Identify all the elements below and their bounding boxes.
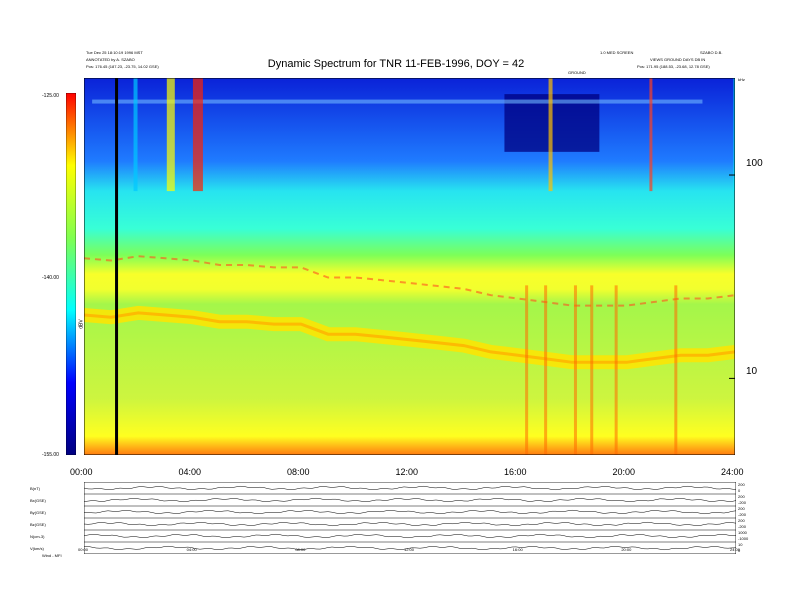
panel-label-right: 200 xyxy=(738,506,745,511)
bright-stripe xyxy=(92,99,703,104)
panel-x-tick: 08:00 xyxy=(295,547,306,552)
panel-label-right: 0 xyxy=(738,548,741,553)
spike-1 xyxy=(544,285,548,455)
header-annotation: ANNOTATED by A. SZABO xyxy=(86,57,135,62)
spike-2 xyxy=(573,285,577,455)
header-position-right: Pos: 171.95 (188.53, -23.68, 12.78 GSE) xyxy=(637,64,710,69)
x-tick-label: 00:00 xyxy=(70,467,93,477)
panel-x-tick: 16:00 xyxy=(512,547,523,552)
burst-5 xyxy=(133,78,138,192)
footer-label: Wind - MFI xyxy=(42,553,62,558)
header-author: SZABO D.B. xyxy=(700,50,723,55)
panel-x-tick: 12:00 xyxy=(404,547,415,552)
plasma-line xyxy=(84,311,735,364)
colorbar-gradient xyxy=(66,93,76,455)
spectrum-background xyxy=(84,78,735,455)
marker-line xyxy=(115,78,119,455)
panel-trace-2 xyxy=(84,509,736,515)
panel-trace-4 xyxy=(84,533,736,539)
burst-1 xyxy=(166,78,175,192)
panel-label-right: 1000 xyxy=(738,530,747,535)
header-screen: 1.0 MED SCREEN xyxy=(600,50,634,55)
spectrogram xyxy=(84,78,735,455)
panel-label-right: 200 xyxy=(738,518,745,523)
panel-label-left: Bx(GSE) xyxy=(30,498,46,503)
panel-label-left: V(km/s) xyxy=(30,546,44,551)
x-tick-label: 16:00 xyxy=(504,467,527,477)
panel-label-left: Bz(GSE) xyxy=(30,522,46,527)
panel-trace-3 xyxy=(84,521,736,527)
burst-4 xyxy=(733,78,735,192)
frequency-unit-label: kHz xyxy=(738,77,745,82)
panel-label-right: -200 xyxy=(738,500,747,505)
burst-0 xyxy=(192,78,203,192)
panel-trace-5 xyxy=(84,545,736,551)
header-position-left: Pos: 176.45 (187.23, -23.75, 14.02 GSE) xyxy=(86,64,159,69)
header-timestamp: Tue Dec 25 18:10:19 1996 MST xyxy=(86,50,143,55)
solar-wind-panels xyxy=(84,482,736,554)
x-tick-label: 12:00 xyxy=(395,467,419,477)
y-tick-100: 100 xyxy=(746,158,763,169)
colorbar-tick-bottom: -155.00 xyxy=(42,452,59,458)
panel-trace-1 xyxy=(84,497,736,503)
panel-label-left: B(nT) xyxy=(30,486,40,491)
spike-4 xyxy=(614,285,618,455)
burst-3 xyxy=(548,78,553,192)
x-tick-label: 04:00 xyxy=(178,467,202,477)
colorbar xyxy=(66,93,76,455)
x-tick-label: 20:00 xyxy=(612,467,636,477)
panel-label-right: 10 xyxy=(738,542,743,547)
panel-label-right: 200 xyxy=(738,482,745,487)
panel-label-right: -200 xyxy=(738,512,747,517)
panel-label-right: 200 xyxy=(738,494,745,499)
spike-0 xyxy=(525,285,529,455)
panel-x-tick: 20:00 xyxy=(621,547,632,552)
spike-3 xyxy=(590,285,594,455)
panel-label-right: -200 xyxy=(738,524,747,529)
x-tick-label: 08:00 xyxy=(287,467,310,477)
spike-5 xyxy=(674,285,678,455)
header-ground-label: GROUND xyxy=(568,70,586,75)
panel-label-left: N(cm-3) xyxy=(30,534,45,539)
x-tick-label: 24:00 xyxy=(721,467,744,477)
panel-label-right: -1000 xyxy=(738,536,749,541)
chart-title: Dynamic Spectrum for TNR 11-FEB-1996, DO… xyxy=(267,58,525,70)
y-tick-10: 10 xyxy=(746,366,758,377)
panel-label-left: By(GSE) xyxy=(30,510,46,515)
panel-x-tick: 00:00 xyxy=(78,547,89,552)
panel-x-tick: 04:00 xyxy=(186,547,197,552)
header-views: VIEWS GROUND DAYS DB IN xyxy=(650,57,706,62)
panel-trace-0 xyxy=(84,485,736,491)
panel-x-tick: 24:00 xyxy=(730,547,741,552)
burst-2 xyxy=(649,78,653,192)
panel-label-right: 0 xyxy=(738,488,741,493)
colorbar-tick-mid: -140.00 xyxy=(42,275,59,281)
colorbar-tick-top: -125.00 xyxy=(42,93,59,99)
